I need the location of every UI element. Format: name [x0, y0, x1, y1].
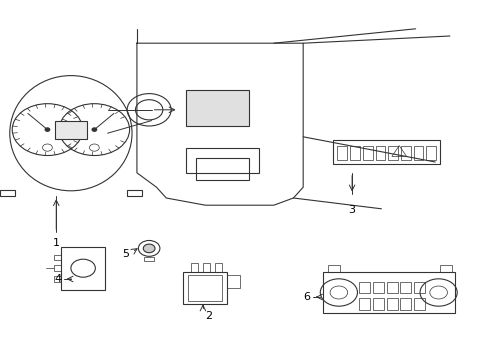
- Bar: [327, 265, 339, 272]
- Bar: [426, 146, 435, 160]
- Bar: [227, 275, 239, 288]
- Bar: [54, 276, 61, 282]
- Bar: [185, 90, 249, 126]
- Bar: [195, 158, 249, 180]
- Bar: [54, 265, 61, 271]
- Bar: [54, 255, 61, 260]
- Text: 2: 2: [205, 311, 212, 321]
- Bar: [413, 298, 424, 310]
- Bar: [185, 148, 259, 173]
- Bar: [0, 190, 15, 196]
- Text: 4: 4: [54, 274, 61, 284]
- Bar: [386, 282, 397, 293]
- Bar: [188, 275, 222, 301]
- Text: 5: 5: [122, 249, 129, 259]
- Bar: [400, 282, 410, 293]
- Text: 3: 3: [348, 205, 355, 215]
- Text: 6: 6: [303, 292, 310, 302]
- Bar: [375, 146, 385, 160]
- Text: 1: 1: [53, 238, 60, 248]
- Bar: [439, 265, 451, 272]
- Bar: [61, 247, 105, 290]
- Circle shape: [45, 128, 50, 131]
- Bar: [144, 257, 154, 261]
- Bar: [332, 140, 439, 164]
- Bar: [349, 146, 359, 160]
- Bar: [362, 146, 372, 160]
- Bar: [413, 282, 424, 293]
- Bar: [386, 298, 397, 310]
- Bar: [203, 263, 210, 272]
- Bar: [400, 298, 410, 310]
- Bar: [387, 146, 397, 160]
- Circle shape: [92, 128, 97, 131]
- Bar: [372, 298, 383, 310]
- Bar: [400, 146, 410, 160]
- Bar: [413, 146, 423, 160]
- Bar: [337, 146, 346, 160]
- Bar: [359, 298, 369, 310]
- Bar: [215, 263, 222, 272]
- Bar: [127, 190, 142, 196]
- Bar: [190, 263, 198, 272]
- Bar: [322, 272, 454, 313]
- Bar: [359, 282, 369, 293]
- Ellipse shape: [10, 76, 132, 191]
- Circle shape: [143, 244, 155, 253]
- Bar: [55, 121, 86, 139]
- Bar: [183, 272, 227, 304]
- Bar: [372, 282, 383, 293]
